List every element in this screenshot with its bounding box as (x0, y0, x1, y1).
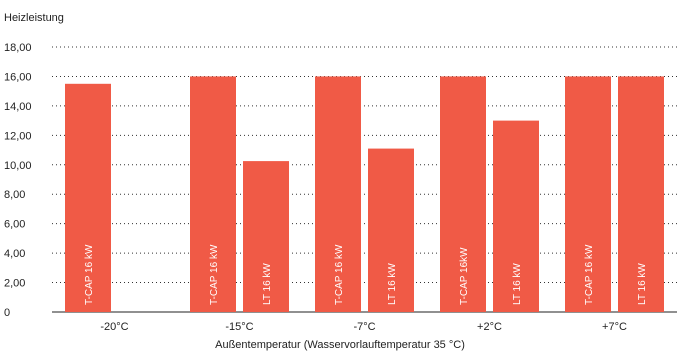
y-tick-label: 0 (4, 307, 10, 319)
bar-label: T-CAP 16 kW (334, 244, 345, 305)
bar (243, 161, 289, 312)
bar (190, 76, 236, 312)
x-category-label: +2°C (477, 321, 502, 333)
y-tick-label: 8,00 (4, 189, 25, 201)
y-tick-label: 16,00 (4, 71, 32, 83)
bar-label: LT 16 kW (512, 263, 523, 305)
y-tick-label: 6,00 (4, 219, 25, 231)
bar-label: T-CAP 16 kW (209, 244, 220, 305)
y-tick-label: 14,00 (4, 101, 32, 113)
x-category-label: +7°C (602, 321, 627, 333)
x-axis-title: Außentemperatur (Wasservorlauftemperatur… (215, 339, 465, 351)
y-tick-label: 18,00 (4, 42, 32, 54)
bar (493, 120, 539, 312)
bar (618, 76, 664, 312)
bar-label: LT 16 kW (262, 263, 273, 305)
x-category-label: -7°C (353, 321, 375, 333)
bar-label: T-CAP 16kW (459, 247, 470, 305)
bar-label: T-CAP 16 kW (584, 244, 595, 305)
x-category-label: -20°C (100, 321, 128, 333)
x-category-label: -15°C (225, 321, 253, 333)
bar (565, 76, 611, 312)
bar (368, 148, 414, 312)
gridlines (52, 46, 677, 313)
bar (440, 76, 486, 312)
y-tick-label: 10,00 (4, 160, 32, 172)
y-tick-labels: 0 2,00 4,00 6,00 8,00 10,00 12,00 14,00 16,00 18,… (4, 42, 32, 319)
y-axis-title: Heizleistung (4, 12, 64, 24)
bar-label: LT 16 kW (637, 263, 648, 305)
bar (315, 76, 361, 312)
bar-label: LT 16 kW (387, 263, 398, 305)
y-tick-label: 4,00 (4, 248, 25, 260)
bar (65, 83, 111, 312)
bar-label: T-CAP 16 kW (84, 244, 95, 305)
y-tick-label: 2,00 (4, 278, 25, 290)
x-category-labels: -20°C -15°C -7°C +2°C +7°C (100, 321, 627, 333)
y-tick-label: 12,00 (4, 130, 32, 142)
bars: T-CAP 16 kW T-CAP 16 kW LT 16 kW T-CAP 16 k… (65, 76, 664, 312)
